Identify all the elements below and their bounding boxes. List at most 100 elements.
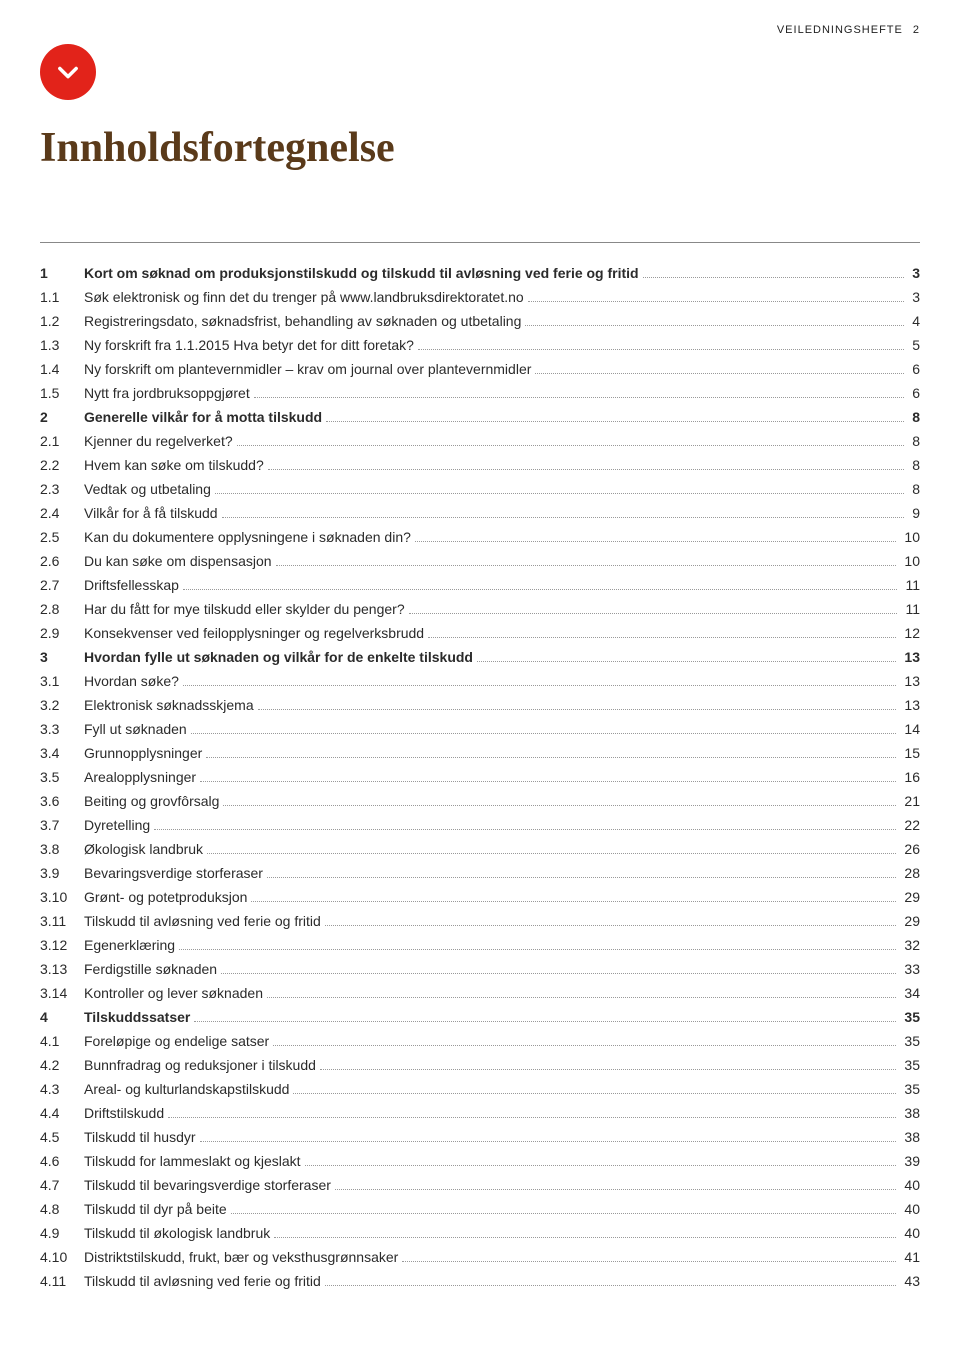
toc-row[interactable]: 4.8Tilskudd til dyr på beite40 xyxy=(40,1199,920,1220)
toc-row[interactable]: 3.7Dyretelling22 xyxy=(40,815,920,836)
toc-row[interactable]: 2.3Vedtak og utbetaling8 xyxy=(40,479,920,500)
toc-row[interactable]: 4.11Tilskudd til avløsning ved ferie og … xyxy=(40,1271,920,1292)
toc-row[interactable]: 4.5Tilskudd til husdyr38 xyxy=(40,1127,920,1148)
toc-row[interactable]: 1.2Registreringsdato, søknadsfrist, beha… xyxy=(40,311,920,332)
toc-row[interactable]: 1.5Nytt fra jordbruksoppgjøret6 xyxy=(40,383,920,404)
toc-leader-dots xyxy=(183,685,896,686)
toc-number: 3.3 xyxy=(40,719,84,740)
toc-row[interactable]: 3.6Beiting og grovfôrsalg21 xyxy=(40,791,920,812)
toc-row[interactable]: 2.4Vilkår for å få tilskudd9 xyxy=(40,503,920,524)
toc-leader-dots xyxy=(168,1117,896,1118)
toc-leader-dots xyxy=(267,877,896,878)
toc-row[interactable]: 4.3Areal- og kulturlandskapstilskudd35 xyxy=(40,1079,920,1100)
toc-row[interactable]: 2.6Du kan søke om dispensasjon10 xyxy=(40,551,920,572)
toc-label: Tilskudd til husdyr xyxy=(84,1127,196,1148)
toc-leader-dots xyxy=(525,325,904,326)
toc-label: Egenerklæring xyxy=(84,935,175,956)
toc-row[interactable]: 3.14Kontroller og lever søknaden34 xyxy=(40,983,920,1004)
toc-leader-dots xyxy=(200,1141,897,1142)
toc-row[interactable]: 2.5Kan du dokumentere opplysningene i sø… xyxy=(40,527,920,548)
toc-number: 1.3 xyxy=(40,335,84,356)
toc-row[interactable]: 3.3Fyll ut søknaden14 xyxy=(40,719,920,740)
toc-row[interactable]: 4.6Tilskudd for lammeslakt og kjeslakt39 xyxy=(40,1151,920,1172)
toc-number: 3.7 xyxy=(40,815,84,836)
toc-row[interactable]: 3.1Hvordan søke?13 xyxy=(40,671,920,692)
toc-number: 4.4 xyxy=(40,1103,84,1124)
toc-row[interactable]: 3.13Ferdigstille søknaden33 xyxy=(40,959,920,980)
toc-row[interactable]: 4.7Tilskudd til bevaringsverdige storfer… xyxy=(40,1175,920,1196)
toc-label: Har du fått for mye tilskudd eller skyld… xyxy=(84,599,405,620)
toc-number: 3.4 xyxy=(40,743,84,764)
toc-row[interactable]: 1.4Ny forskrift om plantevernmidler – kr… xyxy=(40,359,920,380)
toc-label: Distriktstilskudd, frukt, bær og veksthu… xyxy=(84,1247,398,1268)
toc-row[interactable]: 3.4Grunnopplysninger15 xyxy=(40,743,920,764)
toc-page: 4 xyxy=(908,311,920,332)
toc-row[interactable]: 2.1Kjenner du regelverket?8 xyxy=(40,431,920,452)
toc-row[interactable]: 3.8Økologisk landbruk26 xyxy=(40,839,920,860)
toc-label: Tilskudd for lammeslakt og kjeslakt xyxy=(84,1151,301,1172)
toc-page: 29 xyxy=(900,911,920,932)
toc-page: 22 xyxy=(900,815,920,836)
toc-row[interactable]: 2.7Driftsfellesskap11 xyxy=(40,575,920,596)
toc-number: 2.1 xyxy=(40,431,84,452)
toc-leader-dots xyxy=(268,469,904,470)
toc-leader-dots xyxy=(305,1165,897,1166)
toc-label: Tilskudd til økologisk landbruk xyxy=(84,1223,270,1244)
toc-row[interactable]: 3.2Elektronisk søknadsskjema13 xyxy=(40,695,920,716)
toc-page: 32 xyxy=(900,935,920,956)
toc-leader-dots xyxy=(254,397,904,398)
toc-page: 35 xyxy=(900,1055,920,1076)
toc-page: 8 xyxy=(908,407,920,428)
toc-leader-dots xyxy=(477,661,896,662)
toc-row[interactable]: 4.1Foreløpige og endelige satser35 xyxy=(40,1031,920,1052)
toc-row[interactable]: 2.2Hvem kan søke om tilskudd?8 xyxy=(40,455,920,476)
toc-row[interactable]: 3.11Tilskudd til avløsning ved ferie og … xyxy=(40,911,920,932)
toc-number: 3.8 xyxy=(40,839,84,860)
toc-leader-dots xyxy=(535,373,904,374)
toc-page: 35 xyxy=(900,1007,920,1028)
toc-page: 3 xyxy=(908,263,920,284)
toc-label: Kontroller og lever søknaden xyxy=(84,983,263,1004)
toc-number: 2.5 xyxy=(40,527,84,548)
toc-number: 2.4 xyxy=(40,503,84,524)
toc-row[interactable]: 4.10Distriktstilskudd, frukt, bær og vek… xyxy=(40,1247,920,1268)
toc-label: Tilskudd til avløsning ved ferie og frit… xyxy=(84,1271,321,1292)
toc-row[interactable]: 4.4Driftstilskudd38 xyxy=(40,1103,920,1124)
toc-leader-dots xyxy=(237,445,905,446)
toc-row[interactable]: 1.3Ny forskrift fra 1.1.2015 Hva betyr d… xyxy=(40,335,920,356)
header-page-number: 2 xyxy=(913,24,920,36)
toc-row[interactable]: 4.2Bunnfradrag og reduksjoner i tilskudd… xyxy=(40,1055,920,1076)
toc-page: 11 xyxy=(901,599,920,620)
toc-row[interactable]: 1.1Søk elektronisk og finn det du trenge… xyxy=(40,287,920,308)
toc-row[interactable]: 4.9Tilskudd til økologisk landbruk40 xyxy=(40,1223,920,1244)
toc-page: 38 xyxy=(900,1103,920,1124)
toc-leader-dots xyxy=(643,277,905,278)
toc-page: 8 xyxy=(908,431,920,452)
toc-number: 4.3 xyxy=(40,1079,84,1100)
toc-number: 2.3 xyxy=(40,479,84,500)
toc-row[interactable]: 1Kort om søknad om produksjonstilskudd o… xyxy=(40,263,920,284)
toc-row[interactable]: 3.9Bevaringsverdige storferaser28 xyxy=(40,863,920,884)
toc-leader-dots xyxy=(258,709,897,710)
toc-row[interactable]: 4Tilskuddssatser35 xyxy=(40,1007,920,1028)
toc-leader-dots xyxy=(206,757,896,758)
toc-row[interactable]: 3Hvordan fylle ut søknaden og vilkår for… xyxy=(40,647,920,668)
toc-label: Økologisk landbruk xyxy=(84,839,203,860)
toc-leader-dots xyxy=(194,1021,896,1022)
toc-row[interactable]: 3.10Grønt- og potetproduksjon29 xyxy=(40,887,920,908)
toc-row[interactable]: 2.8Har du fått for mye tilskudd eller sk… xyxy=(40,599,920,620)
toc-page: 10 xyxy=(900,551,920,572)
toc-page: 10 xyxy=(900,527,920,548)
toc-label: Tilskudd til bevaringsverdige storferase… xyxy=(84,1175,331,1196)
toc-row[interactable]: 3.5Arealopplysninger16 xyxy=(40,767,920,788)
toc-row[interactable]: 2Generelle vilkår for å motta tilskudd8 xyxy=(40,407,920,428)
toc-leader-dots xyxy=(223,805,896,806)
toc-label: Tilskudd til avløsning ved ferie og frit… xyxy=(84,911,321,932)
toc-number: 3.1 xyxy=(40,671,84,692)
toc-number: 1.4 xyxy=(40,359,84,380)
toc-row[interactable]: 2.9Konsekvenser ved feilopplysninger og … xyxy=(40,623,920,644)
toc-leader-dots xyxy=(207,853,896,854)
toc-label: Kan du dokumentere opplysningene i søkna… xyxy=(84,527,411,548)
toc-label: Hvordan søke? xyxy=(84,671,179,692)
toc-row[interactable]: 3.12Egenerklæring32 xyxy=(40,935,920,956)
